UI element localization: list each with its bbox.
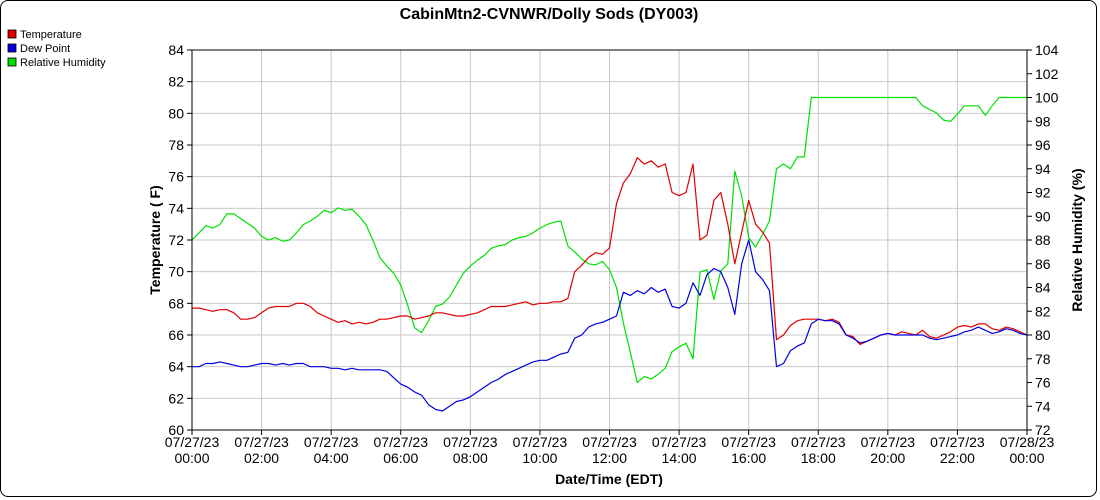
legend-label-temperature: Temperature	[20, 29, 82, 41]
x-tick-date: 07/27/23	[304, 434, 359, 450]
right-tick-label: 88	[1035, 232, 1051, 248]
left-tick-label: 72	[168, 232, 184, 248]
x-tick-date: 07/27/23	[513, 434, 568, 450]
right-tick-label: 102	[1035, 66, 1059, 82]
x-tick-time: 16:00	[731, 450, 766, 466]
legend: Temperature Dew Point Relative Humidity	[7, 29, 106, 69]
x-tick-time: 00:00	[1009, 450, 1044, 466]
left-tick-label: 60	[168, 422, 184, 438]
right-tick-label: 74	[1035, 398, 1051, 414]
legend-swatch-relative-humidity	[7, 57, 17, 67]
x-tick-time: 20:00	[870, 450, 905, 466]
x-tick-date: 07/27/23	[721, 434, 776, 450]
x-tick-date: 07/27/23	[582, 434, 637, 450]
x-tick-date: 07/27/23	[930, 434, 985, 450]
x-tick-time: 04:00	[314, 450, 349, 466]
x-tick-time: 08:00	[453, 450, 488, 466]
right-tick-label: 72	[1035, 422, 1051, 438]
x-tick-time: 02:00	[244, 450, 279, 466]
legend-label-relative-humidity: Relative Humidity	[20, 57, 106, 69]
right-tick-label: 84	[1035, 280, 1051, 296]
right-tick-label: 82	[1035, 303, 1051, 319]
x-tick-time: 06:00	[383, 450, 418, 466]
legend-label-dew-point: Dew Point	[20, 43, 70, 55]
chart-title: CabinMtn2-CVNWR/Dolly Sods (DY003)	[400, 6, 699, 23]
left-tick-label: 82	[168, 74, 184, 90]
legend-swatch-temperature	[7, 29, 17, 39]
left-tick-label: 84	[168, 42, 184, 58]
right-tick-label: 98	[1035, 113, 1051, 129]
right-axis-ticks: 72 74 76 78 80 82 84 86 88 90 92 94 96 98 100 102 104	[1027, 42, 1059, 438]
x-tick-date: 07/27/23	[861, 434, 916, 450]
left-tick-label: 64	[168, 359, 184, 375]
left-tick-label: 66	[168, 327, 184, 343]
x-tick-date: 07/27/23	[234, 434, 289, 450]
left-tick-label: 70	[168, 264, 184, 280]
x-tick-time: 10:00	[522, 450, 557, 466]
right-tick-label: 94	[1035, 161, 1051, 177]
x-tick-date: 07/27/23	[165, 434, 220, 450]
right-tick-label: 90	[1035, 208, 1051, 224]
x-tick-time: 14:00	[662, 450, 697, 466]
x-tick-time: 00:00	[174, 450, 209, 466]
left-tick-label: 76	[168, 169, 184, 185]
right-tick-label: 80	[1035, 327, 1051, 343]
x-tick-date: 07/27/23	[652, 434, 707, 450]
left-axis-ticks: 60 62 64 66 68 70 72 74 76 78 80 82 84	[168, 42, 192, 438]
x-axis-label: Date/Time (EDT)	[555, 471, 663, 487]
legend-swatch-dew-point	[7, 43, 17, 53]
x-tick-date: 07/27/23	[374, 434, 429, 450]
left-tick-label: 78	[168, 137, 184, 153]
left-tick-label: 62	[168, 390, 184, 406]
grid	[192, 50, 1027, 430]
x-tick-date: 07/27/23	[443, 434, 498, 450]
right-tick-label: 78	[1035, 351, 1051, 367]
left-tick-label: 74	[168, 200, 184, 216]
right-tick-label: 86	[1035, 256, 1051, 272]
left-axis-label: Temperature ( F)	[147, 185, 163, 294]
series-line-dew-point	[192, 239, 1028, 412]
x-tick-date: 07/27/23	[791, 434, 846, 450]
right-tick-label: 76	[1035, 375, 1051, 391]
series-line-relative-humidity	[191, 96, 1027, 384]
x-tick-time: 12:00	[592, 450, 627, 466]
x-tick-time: 22:00	[940, 450, 975, 466]
right-axis-label: Relative Humidity (%)	[1069, 168, 1085, 311]
right-tick-label: 96	[1035, 137, 1051, 153]
left-tick-label: 80	[168, 105, 184, 121]
x-axis-ticks: 07/27/2300:0007/27/2302:0007/27/2304:000…	[165, 430, 1055, 466]
left-tick-label: 68	[168, 295, 184, 311]
right-tick-label: 92	[1035, 185, 1051, 201]
right-tick-label: 100	[1035, 90, 1059, 106]
series-layer	[191, 96, 1028, 412]
right-tick-label: 104	[1035, 42, 1059, 58]
x-tick-date: 07/28/23	[1000, 434, 1055, 450]
x-tick-time: 18:00	[801, 450, 836, 466]
